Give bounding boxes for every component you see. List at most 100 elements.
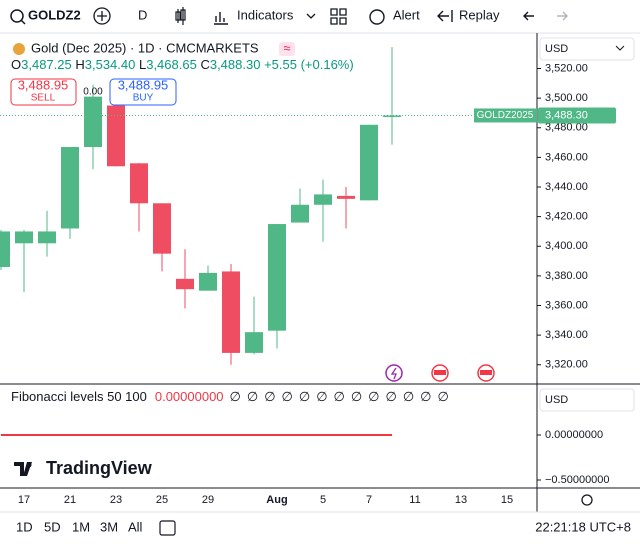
placeholder: ∅ bbox=[334, 389, 345, 404]
buy-button[interactable] bbox=[109, 78, 177, 106]
chart-type-icon[interactable] bbox=[175, 7, 186, 25]
indicator-currency: USD bbox=[545, 394, 568, 406]
o-value: 3,487.25 bbox=[21, 57, 72, 72]
x-tick-label: 7 bbox=[366, 494, 372, 506]
settings-icon[interactable] bbox=[581, 494, 593, 506]
placeholder: ∅ bbox=[264, 389, 275, 404]
x-tick-label: 23 bbox=[110, 494, 122, 506]
range-button[interactable]: 1M bbox=[72, 519, 90, 534]
y-tick-label: 3,360.00 bbox=[545, 299, 588, 311]
sell-label: SELL bbox=[31, 93, 56, 104]
y-tick-label: 3,320.00 bbox=[545, 359, 588, 371]
buy-price: 3,488.95 bbox=[118, 77, 169, 92]
placeholders: ∅ ∅ ∅ ∅ ∅ ∅ ∅ ∅ ∅ ∅ ∅ ∅ ∅ bbox=[230, 389, 449, 404]
sell-button[interactable] bbox=[10, 78, 77, 106]
placeholder: ∅ bbox=[368, 389, 379, 404]
toolbar: GOLDZ2 D Indicators Alert Replay bbox=[0, 0, 640, 34]
candle-body bbox=[15, 231, 33, 244]
dropdown-icon[interactable] bbox=[306, 13, 316, 19]
y-tick-label: 3,500.00 bbox=[545, 92, 588, 104]
currency: USD bbox=[545, 43, 568, 55]
symbol-tag bbox=[474, 108, 537, 123]
placeholder: ∅ bbox=[437, 389, 448, 404]
range-button[interactable]: 1D bbox=[16, 519, 33, 534]
replay-button[interactable]: Replay bbox=[459, 7, 500, 22]
market-status[interactable] bbox=[279, 42, 295, 56]
candle-body bbox=[0, 231, 10, 267]
toolbar-bg bbox=[0, 0, 640, 32]
compare-icon[interactable] bbox=[93, 7, 111, 25]
candle-body bbox=[61, 147, 79, 229]
y-tick-label: −0.50000000 bbox=[545, 474, 610, 486]
logo-icon bbox=[26, 462, 32, 468]
footer: 1D 5D 1M 3M All bbox=[16, 519, 143, 534]
h-value: 3,534.40 bbox=[85, 57, 136, 72]
x-tick-label: 15 bbox=[501, 494, 513, 506]
y-tick-label: 3,480.00 bbox=[545, 122, 588, 134]
candle-body bbox=[38, 231, 56, 244]
plot-area bbox=[0, 47, 541, 366]
candle-body bbox=[107, 105, 125, 167]
indicator-value: 0.00000000 bbox=[155, 389, 224, 404]
placeholder: ∅ bbox=[351, 389, 362, 404]
candle-body bbox=[153, 203, 171, 254]
placeholder: ∅ bbox=[420, 389, 431, 404]
flag-icon bbox=[434, 370, 446, 375]
y-tick-label: 0.00000000 bbox=[545, 429, 603, 441]
placeholder: ∅ bbox=[299, 389, 310, 404]
x-tick-label: 21 bbox=[64, 494, 76, 506]
date-range-icon[interactable] bbox=[159, 520, 176, 536]
candle-body bbox=[199, 272, 217, 291]
symbol[interactable]: GOLDZ2 bbox=[28, 7, 81, 22]
range-button[interactable]: 5D bbox=[44, 519, 61, 534]
indicator-legend: Fibonacci levels 50 100 0.00000000 ∅ ∅ ∅ ∅ ∅ ∅ ∅… bbox=[11, 389, 449, 404]
candle-body bbox=[176, 278, 194, 290]
x-tick-label: 11 bbox=[409, 494, 420, 506]
placeholder: ∅ bbox=[316, 389, 327, 404]
replay-icon bbox=[437, 10, 453, 22]
placeholder: ∅ bbox=[230, 389, 241, 404]
dropdown-icon bbox=[615, 45, 625, 51]
candle-body bbox=[360, 124, 378, 201]
x-tick-label: 25 bbox=[156, 494, 168, 506]
candle-body bbox=[130, 163, 148, 204]
placeholder: ∅ bbox=[403, 389, 414, 404]
placeholder: ∅ bbox=[282, 389, 293, 404]
layouts-icon[interactable] bbox=[330, 8, 347, 25]
undo-icon[interactable] bbox=[523, 11, 534, 21]
l-value: 3,468.65 bbox=[146, 57, 197, 72]
placeholder: ∅ bbox=[247, 389, 258, 404]
candle-body bbox=[268, 224, 286, 331]
y-tick-label: 3,400.00 bbox=[545, 240, 588, 252]
indicators-button[interactable]: Indicators bbox=[237, 7, 294, 22]
search-icon[interactable] bbox=[10, 9, 24, 23]
interval[interactable]: D bbox=[138, 7, 147, 22]
candle-body bbox=[245, 332, 263, 353]
range-button[interactable]: 3M bbox=[100, 519, 118, 534]
alert-button[interactable]: Alert bbox=[393, 7, 420, 22]
y-tick-label: 3,340.00 bbox=[545, 329, 588, 341]
event-icon[interactable] bbox=[385, 364, 403, 382]
candle-body bbox=[383, 115, 401, 118]
range-button[interactable]: All bbox=[128, 519, 143, 534]
last-price-label: 3,488.30 bbox=[545, 109, 588, 121]
redo-icon[interactable] bbox=[557, 11, 568, 21]
market-status-icon: ≈ bbox=[283, 40, 290, 55]
change: +5.55 (+0.16%) bbox=[264, 57, 354, 72]
search-icon bbox=[20, 19, 26, 25]
x-tick-label: 17 bbox=[18, 494, 30, 506]
buy-label: BUY bbox=[133, 93, 154, 104]
l-label: L bbox=[139, 57, 146, 72]
gold-icon bbox=[13, 43, 25, 55]
y-tick-label: 3,460.00 bbox=[545, 151, 588, 163]
candle-body bbox=[84, 96, 102, 148]
currency-box[interactable] bbox=[539, 388, 635, 412]
last-price-tag bbox=[538, 107, 616, 124]
clock: 22:21:18 UTC+8 bbox=[535, 519, 631, 534]
symbol-tag-label: GOLDZ2025 bbox=[477, 110, 534, 121]
spread: 0.00 bbox=[83, 87, 103, 98]
x-tick-label: Aug bbox=[266, 494, 287, 506]
currency-box[interactable] bbox=[539, 37, 635, 61]
